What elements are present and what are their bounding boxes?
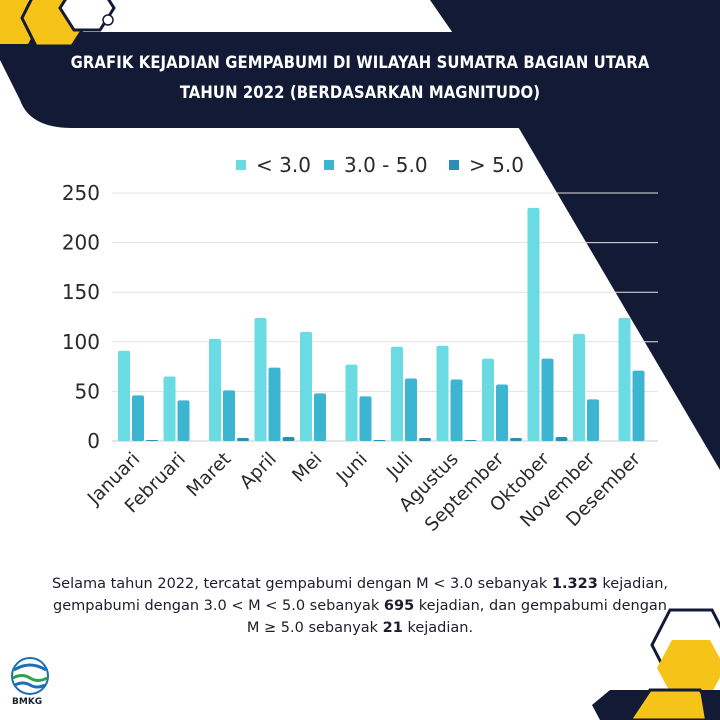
bar-3to5 bbox=[450, 379, 463, 441]
summary-line-2: gempabumi dengan 3.0 < M < 5.0 sebanyak … bbox=[53, 598, 667, 614]
bar-lt3 bbox=[300, 331, 312, 441]
bar-gt5 bbox=[237, 438, 249, 441]
summary-line-3: M ≥ 5.0 sebanyak 21 kejadian. bbox=[247, 620, 473, 636]
legend-item-lt3: < 3.0 bbox=[236, 151, 311, 179]
summary-text: Selama tahun 2022, tercatat gempabumi de… bbox=[20, 573, 700, 639]
bar-3to5 bbox=[177, 400, 190, 441]
summary-text-part: Selama tahun 2022, tercatat gempabumi de… bbox=[51, 576, 552, 592]
bar-lt3 bbox=[527, 207, 540, 441]
bar-3to5 bbox=[359, 396, 372, 441]
legend-label-3to5: 3.0 - 5.0 bbox=[344, 153, 428, 177]
bar-lt3 bbox=[118, 350, 130, 441]
chart-title-line-2: TAHUN 2022 (BERDASARKAN MAGNITUDO) bbox=[179, 83, 541, 102]
legend-swatch-lt3 bbox=[236, 160, 246, 170]
hexagon-decoration-bottom-right bbox=[592, 608, 720, 720]
bar-3to5 bbox=[268, 367, 281, 441]
summary-value-lt3: 1.323 bbox=[551, 576, 598, 592]
bar-3to5 bbox=[314, 393, 326, 441]
navy-diagonal-shape bbox=[430, 0, 720, 470]
summary-text-part: kejadian, bbox=[597, 576, 669, 592]
y-tick-label: 250 bbox=[62, 181, 100, 205]
y-tick-label: 200 bbox=[62, 231, 100, 255]
bar-gt5 bbox=[419, 438, 431, 441]
legend-item-gt5: > 5.0 bbox=[449, 151, 524, 179]
summary-text-part: M ≥ 5.0 sebanyak bbox=[246, 620, 383, 636]
bar-3to5 bbox=[223, 390, 235, 441]
bar-gt5 bbox=[464, 440, 477, 441]
legend-label-gt5: > 5.0 bbox=[469, 153, 524, 177]
legend-swatch-3to5 bbox=[324, 160, 334, 170]
bar-lt3 bbox=[345, 364, 358, 441]
bar-gt5 bbox=[282, 437, 295, 441]
chart-title-line-1: GRAFIK KEJADIAN GEMPABUMI DI WILAYAH SUM… bbox=[70, 53, 650, 72]
bar-gt5 bbox=[555, 437, 568, 441]
y-tick-label: 150 bbox=[62, 280, 100, 304]
bar-lt3 bbox=[436, 345, 449, 441]
legend-item-3to5: 3.0 - 5.0 bbox=[324, 151, 428, 179]
summary-line-1: Selama tahun 2022, tercatat gempabumi de… bbox=[52, 576, 668, 592]
legend-label-lt3: < 3.0 bbox=[256, 153, 311, 177]
bar-gt5 bbox=[510, 438, 522, 441]
bar-lt3 bbox=[573, 333, 585, 441]
hexagon-decoration-top-left bbox=[0, 0, 116, 48]
bar-3to5 bbox=[632, 370, 645, 441]
summary-value-3to5: 695 bbox=[383, 598, 415, 614]
bar-lt3 bbox=[482, 358, 494, 441]
x-tick-label: Juni bbox=[332, 449, 372, 489]
bar-3to5 bbox=[587, 399, 599, 441]
bar-3to5 bbox=[496, 384, 508, 441]
x-tick-label: April bbox=[236, 449, 281, 494]
y-tick-label: 0 bbox=[87, 429, 100, 453]
y-tick-label: 50 bbox=[75, 379, 100, 403]
bar-3to5 bbox=[541, 358, 554, 441]
summary-text-part: kejadian, dan gempabumi dengan bbox=[414, 598, 668, 614]
bar-lt3 bbox=[618, 317, 631, 441]
bar-3to5 bbox=[405, 378, 417, 441]
bar-gt5 bbox=[146, 440, 158, 441]
summary-text-part: kejadian. bbox=[402, 620, 474, 636]
x-tick-label: Maret bbox=[183, 449, 235, 501]
bar-lt3 bbox=[209, 338, 221, 441]
x-tick-label: Juli bbox=[382, 449, 417, 484]
legend-swatch-gt5 bbox=[449, 160, 459, 170]
bar-3to5 bbox=[132, 395, 144, 441]
bar-lt3 bbox=[163, 376, 176, 441]
x-tick-label: Mei bbox=[288, 449, 326, 487]
title-banner bbox=[0, 32, 590, 128]
bmkg-logo-icon bbox=[11, 657, 49, 695]
summary-text-part: gempabumi dengan 3.0 < M < 5.0 sebanyak bbox=[52, 598, 384, 614]
bar-lt3 bbox=[254, 317, 267, 441]
bmkg-logo-label: BMKG bbox=[12, 697, 43, 707]
bar-gt5 bbox=[373, 440, 386, 441]
y-tick-label: 100 bbox=[62, 330, 100, 354]
summary-value-gt5: 21 bbox=[382, 620, 403, 636]
bar-lt3 bbox=[391, 346, 403, 441]
